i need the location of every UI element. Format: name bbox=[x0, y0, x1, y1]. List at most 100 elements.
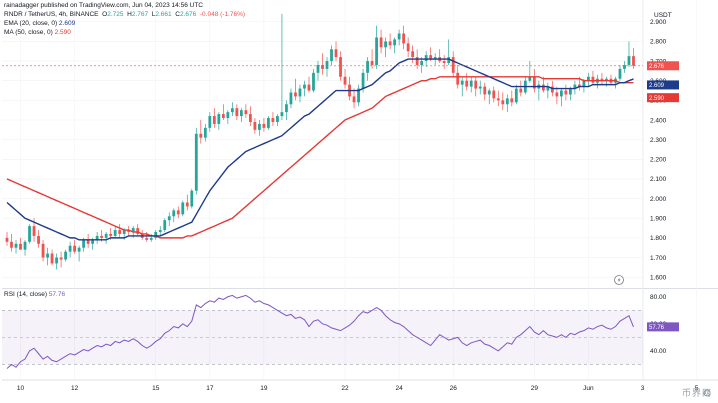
candle bbox=[379, 29, 383, 54]
candle-body bbox=[451, 57, 455, 73]
candle bbox=[411, 45, 415, 64]
candle-body bbox=[587, 76, 590, 81]
candle bbox=[528, 61, 532, 83]
candle-body bbox=[145, 237, 149, 240]
candle-body bbox=[280, 112, 284, 117]
candle-body bbox=[77, 247, 81, 252]
symbol-line: RNDR / TetherUS, 4h, BINANCE bbox=[4, 11, 99, 18]
ema-tag: 2.609 bbox=[647, 80, 679, 90]
x-tick-label: 10 bbox=[17, 385, 25, 392]
candle-body bbox=[375, 37, 378, 65]
candle bbox=[321, 53, 324, 75]
candle-body bbox=[316, 64, 320, 73]
candle-body bbox=[73, 245, 77, 252]
candle-body bbox=[276, 116, 279, 122]
x-tick-label: 5 bbox=[695, 385, 699, 392]
candle bbox=[19, 237, 22, 250]
candle-body bbox=[235, 108, 239, 117]
candle-body bbox=[244, 110, 248, 115]
candle-body bbox=[406, 43, 410, 52]
candle-body bbox=[194, 133, 198, 191]
x-tick-label: 29 bbox=[531, 385, 539, 392]
candle-body bbox=[28, 226, 31, 242]
candle bbox=[388, 33, 392, 50]
candle bbox=[271, 112, 275, 126]
candle-body bbox=[41, 243, 45, 258]
candle-body bbox=[325, 61, 329, 69]
candle-body bbox=[172, 210, 176, 217]
candle bbox=[28, 224, 31, 244]
watermark: 币界网 bbox=[681, 388, 712, 398]
candle bbox=[185, 194, 189, 211]
candle bbox=[559, 88, 563, 107]
candle bbox=[172, 208, 176, 223]
ma-legend[interactable]: MA (50, close, 0) 2.590 bbox=[4, 29, 71, 36]
candle bbox=[158, 226, 162, 236]
candle-body bbox=[361, 72, 365, 89]
candle-body bbox=[578, 84, 581, 87]
candle bbox=[505, 94, 509, 113]
ma50-line bbox=[6, 76, 634, 239]
candle bbox=[37, 230, 40, 248]
candle-body bbox=[208, 116, 212, 128]
candle bbox=[352, 88, 356, 109]
x-axis-settings-icon[interactable] bbox=[703, 389, 711, 397]
candle-body bbox=[357, 88, 360, 103]
candle bbox=[181, 200, 185, 217]
rsi-legend[interactable]: RSI (14, close) 57.76 bbox=[4, 291, 66, 298]
candle bbox=[167, 212, 171, 227]
candle-body bbox=[55, 257, 58, 264]
candle bbox=[496, 90, 500, 107]
candle bbox=[59, 251, 63, 268]
candle-body bbox=[433, 57, 437, 60]
ema-tag-text: 2.609 bbox=[649, 83, 665, 89]
y-tick-label: 1.900 bbox=[650, 216, 667, 223]
ema-legend[interactable]: EMA (20, close, 0) 2.609 bbox=[4, 20, 76, 27]
candle-body bbox=[402, 33, 406, 44]
candle-body bbox=[465, 80, 469, 87]
candle-body bbox=[212, 116, 216, 124]
candle bbox=[136, 224, 140, 236]
candle bbox=[442, 55, 446, 69]
candle-body bbox=[424, 55, 428, 62]
candle bbox=[469, 76, 473, 93]
indicator-lines bbox=[2, 58, 643, 369]
x-tick-label: 26 bbox=[450, 385, 458, 392]
candle bbox=[14, 239, 18, 254]
candle-body bbox=[253, 121, 257, 130]
candle bbox=[487, 88, 491, 105]
ema20-line bbox=[6, 58, 634, 241]
candle bbox=[546, 82, 550, 99]
candle bbox=[339, 51, 342, 81]
rsi-band bbox=[2, 310, 643, 365]
candle-body bbox=[550, 86, 554, 93]
candle-body bbox=[397, 33, 401, 40]
candle-body bbox=[226, 112, 230, 119]
candle-body bbox=[113, 230, 117, 236]
candle-body bbox=[460, 80, 464, 85]
candle bbox=[460, 76, 464, 97]
candle-body bbox=[600, 78, 604, 81]
rsi-tag-text: 57.76 bbox=[649, 325, 665, 331]
candle-body bbox=[528, 76, 532, 81]
candle-body bbox=[176, 210, 180, 215]
candle bbox=[519, 80, 523, 97]
price-tags: 2.676 2.609 2.590 57.76 bbox=[647, 61, 679, 332]
candle-body bbox=[248, 114, 252, 122]
candle bbox=[483, 82, 487, 101]
candle-body bbox=[221, 114, 225, 119]
candle bbox=[600, 72, 604, 85]
candle bbox=[366, 57, 369, 81]
candle-body bbox=[158, 230, 162, 232]
alert-icon[interactable] bbox=[614, 275, 624, 285]
candle bbox=[217, 112, 221, 130]
candle bbox=[239, 108, 243, 122]
candle-body bbox=[429, 55, 433, 60]
candle bbox=[267, 116, 270, 130]
candle-body bbox=[82, 239, 86, 248]
candle-body bbox=[388, 41, 392, 46]
candle bbox=[465, 72, 469, 91]
candle-body bbox=[230, 108, 234, 113]
candle-body bbox=[469, 80, 473, 87]
